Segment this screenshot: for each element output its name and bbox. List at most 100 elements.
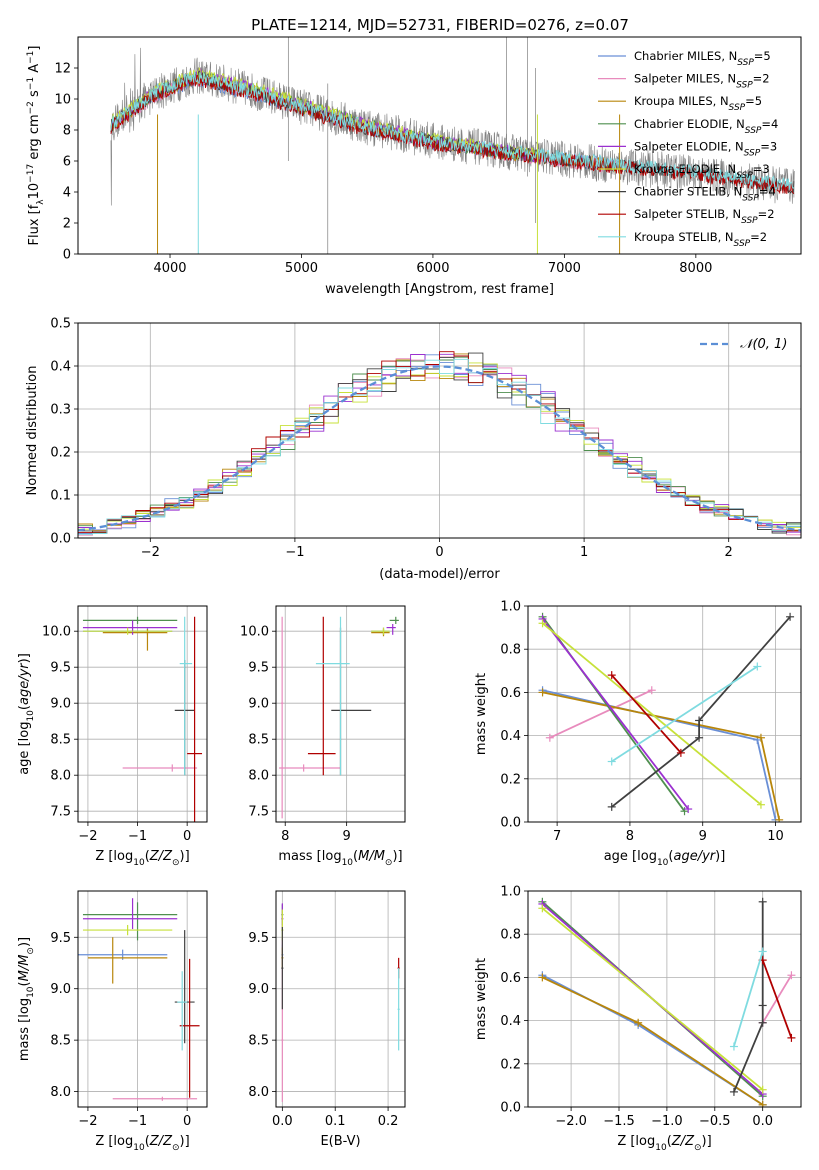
massweight-vs-age-xtick-label: 8 — [626, 829, 634, 844]
spectrum-frame — [77, 36, 802, 255]
massweight-vs-z-xtick-label: −1.5 — [603, 1114, 635, 1129]
legend-label: Chabrier ELODIE, NSSP=4 — [634, 117, 778, 136]
spectrum-ylabel-part: erg cm — [27, 114, 42, 163]
massweight-line-chabrier-miles — [542, 689, 777, 820]
spectrum-ylabel-part: −1 — [26, 51, 36, 64]
age-vs-mass-ytick-label: 8.0 — [248, 769, 269, 784]
massweight-line-kroupa-elodie — [541, 907, 764, 1091]
massweight-line-kroupa-stelib — [733, 951, 764, 1047]
xlabel-z-part: Z [log — [617, 1134, 655, 1149]
ylabel-part: )] — [17, 937, 32, 947]
legend-label-part: SSP — [741, 216, 758, 226]
residuals-ytick-label: 0.5 — [50, 317, 71, 332]
spectrum-ylabel-part: A — [27, 64, 42, 77]
residuals-ytick-label: 0.1 — [50, 489, 71, 504]
xlabel-age-part: age/yr — [673, 849, 716, 864]
xlabel-z: Z [log10(Z/Z⊙)] — [95, 1134, 189, 1153]
massweight-line-kroupa-elodie — [542, 622, 762, 806]
spectrum-ytick-label: 6 — [63, 155, 71, 170]
residuals-xtick-label: 1 — [580, 545, 588, 560]
spectrum-ytick-label: 12 — [54, 62, 71, 77]
age-vs-z-ytick-label: 7.5 — [50, 805, 71, 820]
spectrum-xtick-label: 6000 — [416, 261, 449, 276]
ylabel-part: 10 — [26, 986, 36, 998]
xlabel-age-part: ( — [668, 849, 673, 864]
mass-vs-z-ytick-label: 8.5 — [50, 1034, 71, 1049]
xlabel-z-part: Z [log — [95, 849, 133, 864]
age-vs-z-plot-area — [82, 616, 203, 822]
spectrum-ytick-label: 2 — [63, 217, 71, 232]
mass-vs-ebv-ytick-label: 9.0 — [248, 982, 269, 997]
spectrum-xtick-label: 8000 — [679, 261, 712, 276]
massweight-vs-age-plot-area — [538, 612, 795, 822]
legend-label-part: Salpeter ELODIE, N — [634, 139, 744, 153]
residuals-ytick-label: 0.3 — [50, 403, 71, 418]
residuals-ytick-label: 0.2 — [50, 446, 71, 461]
age-vs-z-panel: −2 −1 07.58.08.59.09.510.0Z [log10(Z/Z⊙)]a… — [17, 605, 208, 868]
spectrum-xtick-label: 5000 — [285, 261, 318, 276]
mass-vs-z-frame — [77, 890, 208, 1108]
spectrum-xlabel: wavelength [Angstrom, rest frame] — [325, 282, 554, 297]
massweight-line-salpeter-stelib — [761, 959, 793, 1039]
ylabel-part: M/M — [17, 955, 32, 982]
massweight-line-chabrier-miles — [541, 974, 764, 1106]
model-spectrum-line — [110, 71, 795, 191]
massweight-vs-z-ytick-label: 0.4 — [500, 1014, 521, 1029]
spectrum-ylabel-part: −1 — [26, 77, 36, 90]
spectrum-ylabel: Flux [fλ10−17 erg cm−2 s−1 A−1] — [26, 46, 46, 246]
ylabel-part: age [log — [17, 722, 32, 775]
ylabel-part: ⊙ — [26, 947, 36, 955]
xlabel-z-part: ⊙ — [694, 1143, 702, 1153]
xlabel-z-part: )] — [180, 1134, 190, 1149]
massweight-vs-age-frame — [527, 605, 802, 823]
xlabel-age: age [log10(age/yr)] — [604, 849, 726, 868]
xlabel-age-part: )] — [715, 849, 725, 864]
spectrum-xtick-label: 7000 — [548, 261, 581, 276]
ylabel-part: ( — [17, 981, 32, 986]
legend-label: Kroupa STELIB, NSSP=2 — [634, 230, 767, 249]
massweight-vs-age-ytick-label: 0.8 — [500, 643, 521, 658]
spectrum-ylabel-part: s — [27, 90, 42, 101]
mass-vs-z-ytick-label: 9.5 — [50, 931, 71, 946]
legend-label-part: =5 — [745, 94, 762, 108]
mass-vs-ebv-ytick-label: 8.5 — [248, 1034, 269, 1049]
xlabel-z: Z [log10(Z/Z⊙)] — [95, 849, 189, 868]
spectrum-ytick-label: 0 — [63, 248, 71, 263]
residuals-panel: −2 −1 0 1 2 0.0 0.1 0.2 0.3 0.4 0.5 (data-model)/er… — [25, 317, 802, 582]
age-vs-z-ytick-label: 8.5 — [50, 733, 71, 748]
massweight-line-salpeter-miles — [549, 689, 653, 739]
ylabel: mass weight — [474, 673, 489, 755]
legend-label-part: SSP — [742, 194, 759, 204]
age-vs-z-frame — [77, 605, 208, 823]
massweight-vs-z-xtick-label: 0.0 — [752, 1114, 773, 1129]
xlabel-z-part: 10 — [133, 1143, 145, 1153]
massweight-line-kroupa-miles — [542, 976, 764, 1106]
mass-vs-z-panel: −2 −1 08.08.59.09.5Z [log10(Z/Z⊙)]mass [lo… — [17, 890, 208, 1153]
legend-normal-label: 𝒩(0, 1) — [740, 337, 787, 352]
spectrum-ytick-label: 10 — [54, 93, 71, 108]
residuals-xlabel: (data-model)/error — [379, 567, 500, 582]
xlabel-z-part: ( — [145, 1134, 150, 1149]
xlabel-z-part: )] — [702, 1134, 712, 1149]
legend-label-part: =3 — [753, 162, 770, 176]
massweight-vs-age-ytick-label: 0.4 — [500, 729, 521, 744]
massweight-vs-z-xtick-label: −1.0 — [651, 1114, 683, 1129]
mass-vs-ebv-frame — [275, 890, 406, 1108]
legend-label-part: Chabrier ELODIE, N — [634, 117, 745, 131]
legend-label: Chabrier STELIB, NSSP=4 — [634, 185, 776, 204]
xlabel-z-part: Z/Z — [671, 1134, 695, 1149]
legend-label: Chabrier MILES, NSSP=5 — [634, 49, 771, 68]
age-vs-z-ytick-label: 9.5 — [50, 661, 71, 676]
xlabel-z-part: )] — [180, 849, 190, 864]
ebv-xlabel: E(B-V) — [320, 1134, 360, 1149]
age-vs-mass-ytick-label: 9.0 — [248, 697, 269, 712]
age-vs-z-xtick-label: −2 — [78, 829, 97, 844]
legend-label-part: =5 — [754, 49, 771, 63]
massweight-vs-z-ytick-label: 1.0 — [500, 885, 521, 900]
mass-vs-ebv-xtick-label: 0.0 — [272, 1114, 293, 1129]
ylabel-part: ( — [17, 705, 32, 710]
massweight-vs-z-xtick-label: −2.0 — [555, 1114, 587, 1129]
xlabel-z-part: 10 — [655, 1143, 667, 1153]
age-vs-mass-frame — [275, 605, 406, 823]
